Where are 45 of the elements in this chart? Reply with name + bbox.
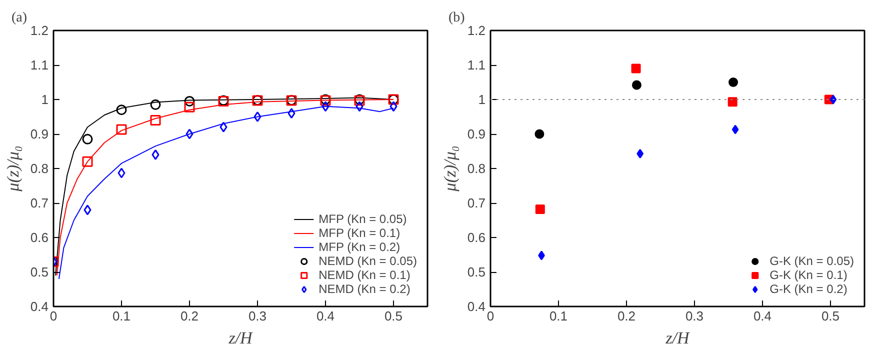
- y-tick-label: 1.2: [30, 23, 49, 38]
- legend-label: MFP (Kn = 0.1): [318, 226, 400, 240]
- y-tick-label: 1.2: [467, 23, 486, 38]
- x-tick-label: 0.5: [384, 308, 403, 324]
- y-tick-label: 0.6: [467, 230, 486, 245]
- y-axis-title: μ(z)/μ₀: [3, 146, 22, 192]
- legend-label: G-K (Kn = 0.1): [770, 268, 848, 282]
- y-axis-title: μ(z)/μ₀: [440, 146, 460, 192]
- x-tick-label: 0: [486, 308, 494, 324]
- y-tick-label: 1: [478, 92, 486, 107]
- y-tick-label: 0.9: [467, 126, 486, 142]
- x-axis-title: z/H: [228, 328, 254, 348]
- x-tick-label: 0.2: [180, 308, 199, 324]
- y-tick-label: 1.1: [467, 58, 486, 72]
- legend-label: NEMD (Kn = 0.05): [318, 254, 417, 268]
- y-tick-label: 1: [41, 92, 49, 107]
- legend-label: G-K (Kn = 0.2): [770, 282, 848, 296]
- y-tick-label: 1.1: [30, 58, 49, 72]
- x-tick-label: 0.3: [685, 308, 704, 324]
- y-tick-label: 0.5: [30, 264, 49, 280]
- x-tick-label: 0: [50, 308, 58, 324]
- y-tick-label: 0.5: [467, 264, 486, 280]
- y-tick-label: 0.8: [30, 161, 49, 176]
- x-tick-label: 0.5: [821, 308, 840, 324]
- y-tick-label: 0.4: [467, 299, 486, 314]
- x-axis-title: z/H: [664, 328, 692, 348]
- x-tick-label: 0.2: [617, 308, 636, 324]
- y-tick-label: 0.8: [467, 161, 486, 176]
- y-tick-label: 0.7: [30, 196, 49, 210]
- x-tick-label: 0.3: [248, 308, 267, 324]
- y-tick-label: 0.6: [30, 230, 49, 245]
- x-tick-label: 0.4: [753, 308, 772, 324]
- y-tick-label: 0.9: [30, 126, 49, 142]
- y-tick-label: 0.7: [467, 196, 486, 210]
- legend-label: G-K (Kn = 0.05): [770, 254, 854, 268]
- legend-label: MFP (Kn = 0.05): [318, 212, 407, 226]
- x-tick-label: 0.1: [112, 308, 131, 324]
- x-tick-label: 0.1: [549, 308, 568, 324]
- y-tick-label: 0.4: [30, 299, 49, 314]
- legend-label: MFP (Kn = 0.2): [318, 240, 400, 254]
- legend-label: NEMD (Kn = 0.2): [318, 282, 410, 296]
- x-tick-label: 0.4: [316, 308, 335, 324]
- chart-title: (b): [448, 10, 466, 26]
- chart-title: (a): [12, 10, 28, 26]
- legend-label: NEMD (Kn = 0.1): [318, 268, 410, 282]
